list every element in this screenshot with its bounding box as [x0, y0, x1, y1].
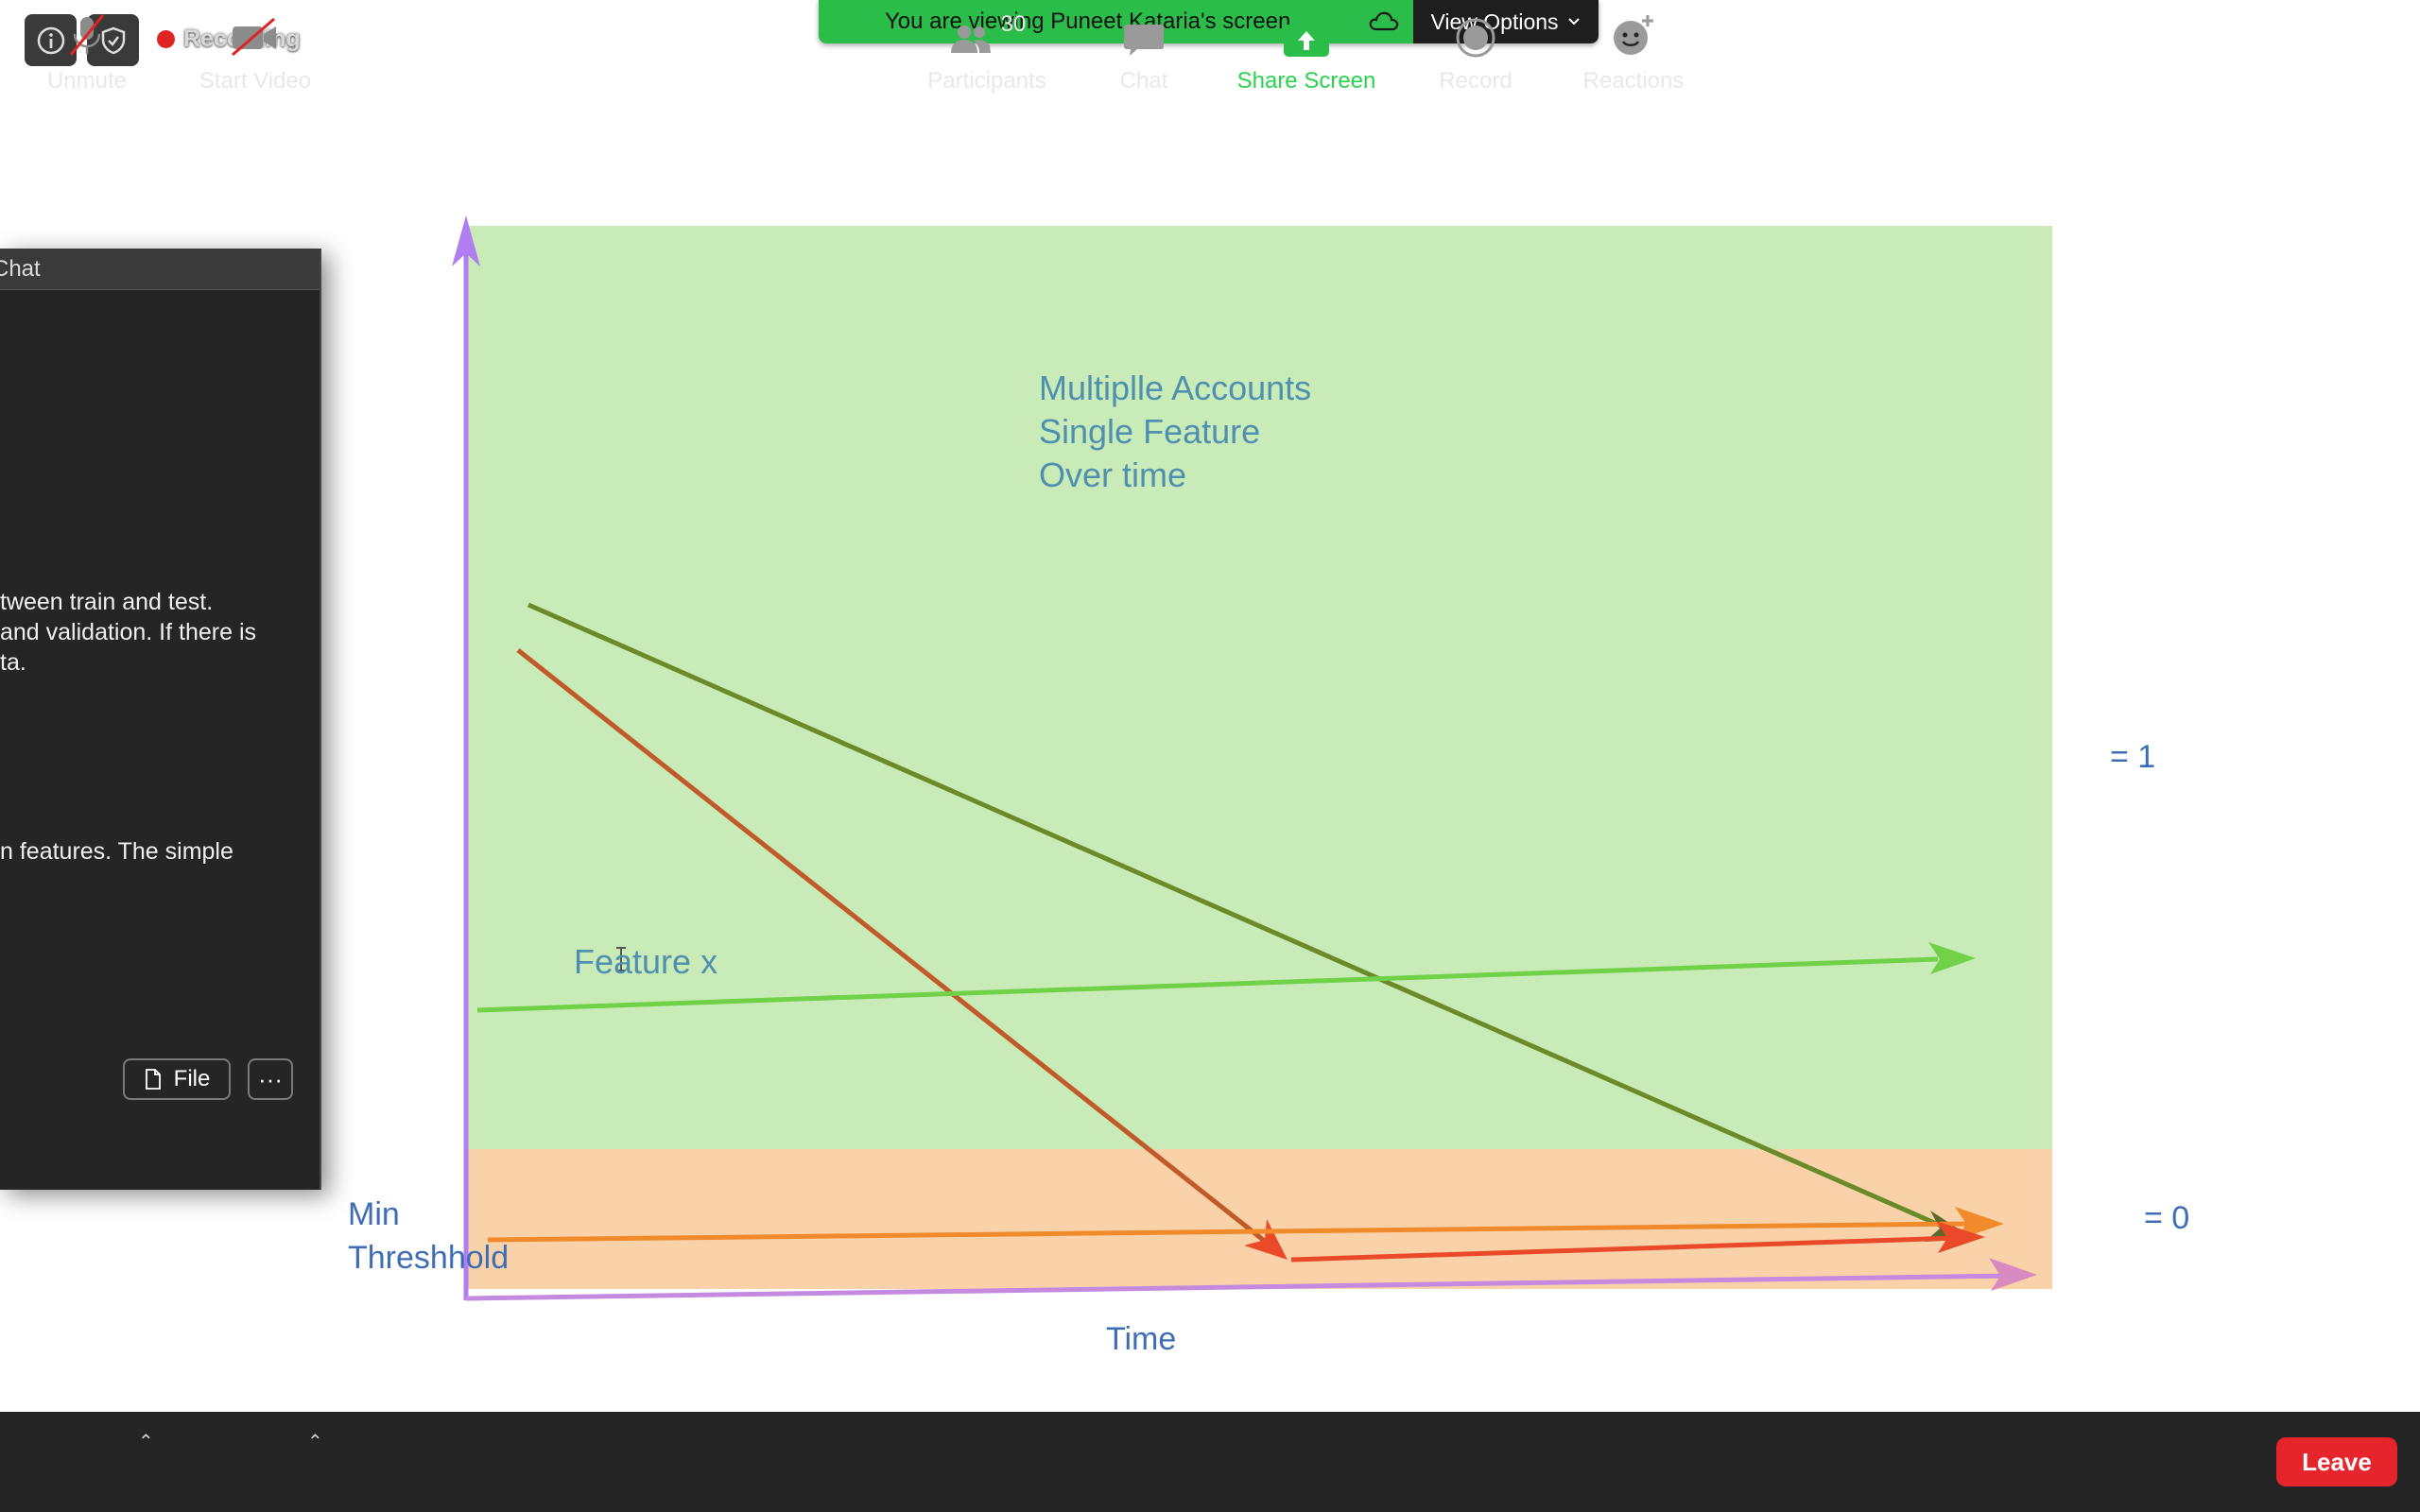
x-axis-label: Time	[1106, 1321, 1177, 1357]
video-options-caret[interactable]: ⌃	[307, 1432, 323, 1452]
x-axis	[465, 1273, 2013, 1301]
green-region	[467, 226, 2052, 1149]
level-zero-label: = 0	[2144, 1200, 2190, 1236]
record-button[interactable]: Record	[1426, 0, 1526, 100]
file-icon	[145, 1069, 161, 1090]
orange-line	[487, 1221, 1967, 1243]
video-camera-off-icon	[232, 17, 276, 57]
participants-count: 30	[1000, 11, 1027, 37]
brown-red-arrowhead	[1244, 1219, 1288, 1260]
reactions-label: Reactions	[1582, 68, 1685, 94]
chat-bubble-icon	[1124, 25, 1164, 56]
chat-label: Chat	[1119, 68, 1168, 94]
share-screen-icon	[1284, 25, 1329, 57]
meeting-info-button[interactable]	[25, 14, 77, 66]
orange-region	[467, 1149, 2052, 1289]
slide-title: Multiplle Accounts Single Feature Over t…	[1039, 367, 1311, 497]
chat-message-line: tween train and test.	[0, 589, 214, 615]
meeting-toolbar	[0, 1412, 2420, 1512]
chat-message: tween train and test. and validation. If…	[0, 587, 256, 678]
min-threshold-label: Min Threshhold	[348, 1193, 509, 1280]
chat-header[interactable]: Chat	[0, 249, 320, 290]
record-label: Record	[1439, 68, 1512, 94]
share-screen-label: Share Screen	[1236, 68, 1376, 94]
feature-x-label: Feature x	[574, 942, 718, 981]
min-threshold-line-1: Min	[348, 1196, 400, 1232]
red-line	[1290, 1235, 1958, 1263]
file-button-label: File	[173, 1066, 211, 1091]
reactions-button[interactable]: Reactions	[1573, 0, 1694, 100]
x-axis-arrowhead	[1989, 1258, 2037, 1291]
text-cursor	[616, 947, 626, 971]
shared-slide: Multiplle Accounts Single Feature Over t…	[348, 215, 2190, 1357]
unmute-label: Unmute	[46, 68, 128, 94]
info-icon	[37, 26, 64, 54]
view-options-button[interactable]: View Options	[1413, 0, 1599, 43]
share-screen-button[interactable]: Share Screen	[1229, 0, 1384, 100]
slide-title-line-1: Multiplle Accounts	[1039, 369, 1312, 407]
chat-message-line: n features. The simple	[0, 838, 233, 865]
more-options-button[interactable]: ···	[248, 1058, 293, 1100]
reactions-smiley-icon	[1614, 15, 1653, 55]
recording-dot-icon	[157, 29, 175, 48]
slide-title-line-2: Single Feature	[1039, 412, 1261, 451]
start-video-button[interactable]: Start Video	[189, 0, 321, 100]
chevron-down-icon	[1567, 18, 1580, 26]
feature-x-line	[476, 956, 1939, 1013]
unmute-button[interactable]: Unmute	[38, 0, 136, 100]
shield-check-icon	[101, 26, 125, 54]
chat-message-line: and validation. If there is	[0, 619, 256, 645]
olive-line	[527, 602, 1949, 1231]
cloud-icon	[1369, 11, 1399, 31]
slide-drawing	[452, 215, 2052, 1301]
screen-share-banner: You are viewing Puneet Kataria's screen …	[819, 0, 1599, 43]
microphone-muted-icon	[69, 14, 105, 56]
min-threshold-line-2: Threshhold	[348, 1240, 510, 1276]
chat-panel: Chat tween train and test. and validatio…	[0, 249, 321, 1190]
chat-message-line: ta.	[0, 649, 26, 676]
red-arrowhead	[1936, 1221, 1985, 1253]
leave-meeting-button[interactable]: Leave	[2276, 1437, 2397, 1486]
more-icon: ···	[258, 1064, 283, 1093]
send-file-button[interactable]: File	[123, 1058, 231, 1100]
start-video-label: Start Video	[199, 68, 312, 94]
record-icon	[1456, 18, 1495, 58]
brown-red-line	[516, 648, 1269, 1245]
viewing-screen-banner: You are viewing Puneet Kataria's screen	[819, 0, 1413, 43]
feature-x-arrowhead	[1928, 942, 1976, 974]
participants-button[interactable]: 30 Participants	[919, 0, 1055, 100]
audio-options-caret[interactable]: ⌃	[138, 1432, 154, 1452]
y-axis-arrowhead	[452, 215, 480, 266]
chat-button[interactable]: Chat	[1106, 0, 1182, 100]
chat-message: n features. The simple	[0, 836, 233, 867]
viewing-screen-text: You are viewing Puneet Kataria's screen	[885, 9, 1291, 34]
participants-label: Participants	[927, 68, 1046, 94]
slide-title-line-3: Over time	[1039, 455, 1187, 494]
participants-icon	[950, 26, 991, 53]
chat-title: Chat	[0, 256, 41, 282]
view-options-label: View Options	[1430, 9, 1559, 34]
level-one-label: = 1	[2110, 739, 2156, 775]
